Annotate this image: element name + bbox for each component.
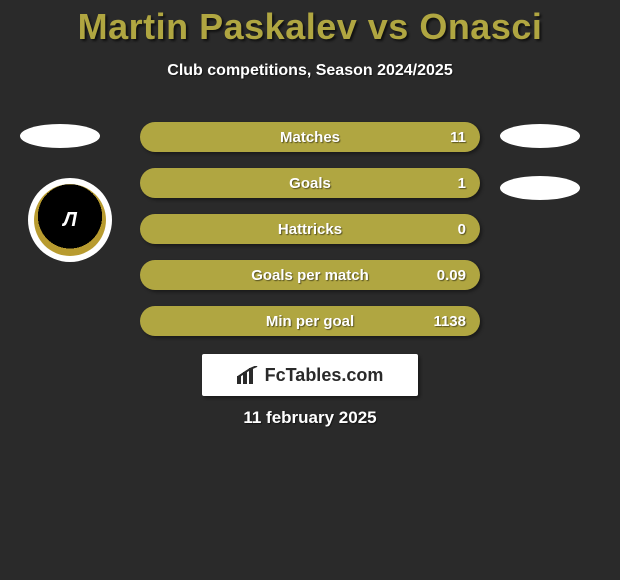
stat-bars-container: Matches 11 Goals 1 Hattricks 0 Goals per match…	[140, 122, 480, 352]
club-badge-shield: Л	[53, 200, 87, 240]
stat-value: 1138	[433, 313, 466, 330]
stat-bar: Goals per match 0.09	[140, 260, 480, 290]
stat-bar: Min per goal 1138	[140, 306, 480, 336]
date-line: 11 february 2025	[0, 408, 620, 428]
player-left-avatar-placeholder	[20, 124, 100, 148]
player-right-avatar-placeholder-bottom	[500, 176, 580, 200]
brand-text: FcTables.com	[265, 365, 384, 386]
stat-value: 1	[458, 175, 466, 192]
stat-label: Hattricks	[278, 221, 342, 238]
subtitle: Club competitions, Season 2024/2025	[0, 62, 620, 80]
stat-label: Matches	[280, 129, 340, 146]
stat-label: Goals per match	[251, 267, 369, 284]
club-badge-inner: Л	[34, 184, 106, 256]
page-title: Martin Paskalev vs Onasci	[0, 0, 620, 48]
stat-value: 11	[450, 129, 466, 146]
bar-chart-icon	[237, 366, 259, 384]
brand-box[interactable]: FcTables.com	[202, 354, 418, 396]
stat-bar: Matches 11	[140, 122, 480, 152]
stat-bar: Goals 1	[140, 168, 480, 198]
stat-value: 0.09	[437, 267, 466, 284]
stat-label: Min per goal	[266, 313, 354, 330]
player-right-avatar-placeholder-top	[500, 124, 580, 148]
stat-value: 0	[458, 221, 466, 238]
club-badge: Л	[28, 178, 112, 262]
stat-bar: Hattricks 0	[140, 214, 480, 244]
club-badge-letter: Л	[63, 209, 77, 232]
stat-label: Goals	[289, 175, 331, 192]
